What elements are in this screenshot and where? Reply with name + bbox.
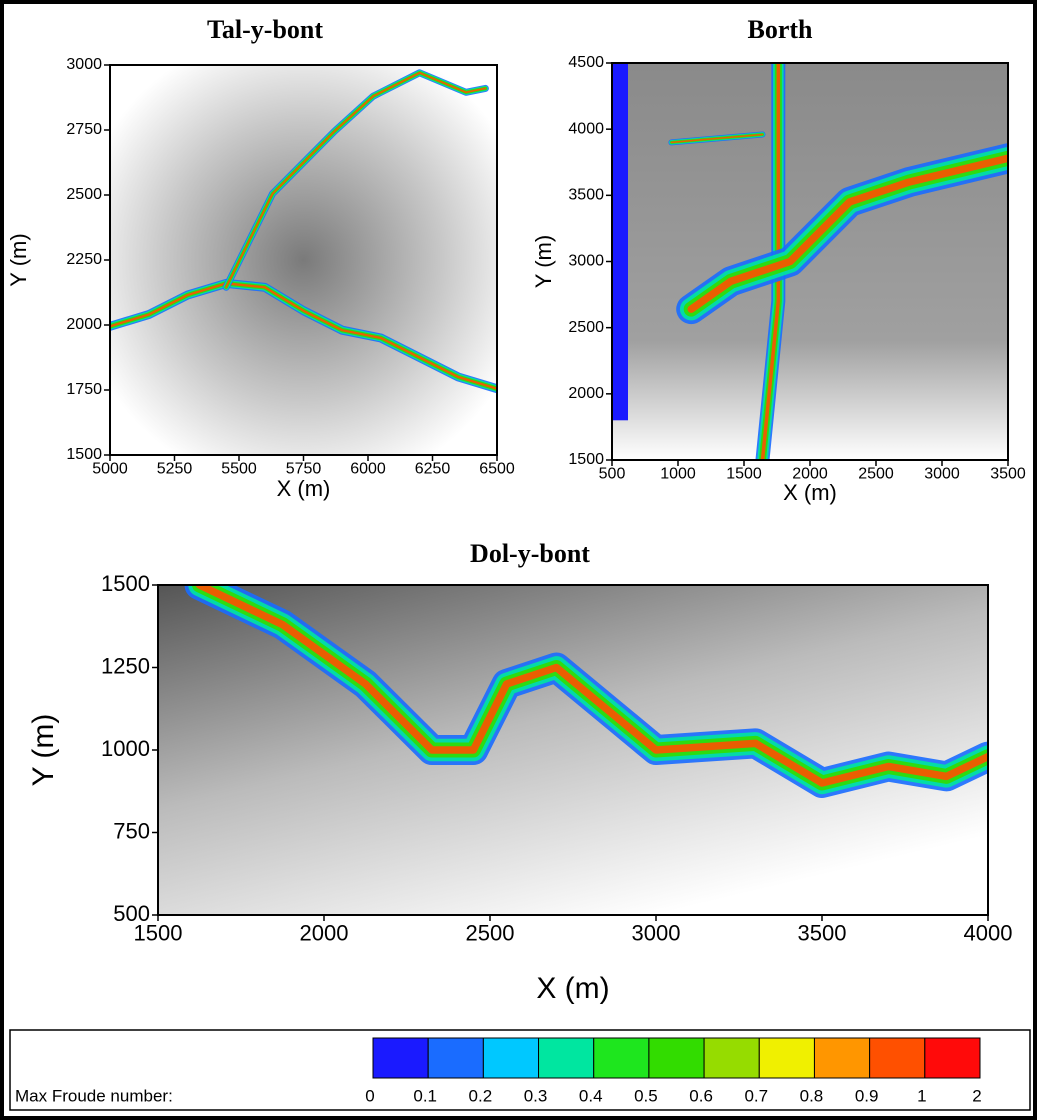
colorbar-tick-label: 1 — [917, 1086, 926, 1105]
y-tick-label: 3000 — [66, 56, 102, 73]
color-swatch — [813, 1037, 871, 1079]
colorbar-tick-label: 2 — [972, 1086, 981, 1105]
x-tick-label: 2500 — [466, 921, 515, 946]
y-tick-label: 3000 — [568, 253, 604, 270]
flow-band — [670, 133, 764, 144]
colorbar-tick-label: 0.5 — [634, 1086, 658, 1105]
colorbar-tick-label: 0.9 — [855, 1086, 879, 1105]
plot-area — [158, 585, 988, 915]
y-axis-label: Y (m) — [531, 235, 556, 288]
colorbar-tick-label: 0 — [365, 1086, 374, 1105]
x-tick-label: 500 — [599, 466, 626, 483]
flow-band — [110, 282, 497, 390]
x-tick-label: 6500 — [479, 461, 515, 478]
flow-band — [687, 154, 1008, 313]
plot-area — [612, 63, 1008, 460]
x-tick-label: 5750 — [286, 461, 322, 478]
colorbar-tick-label: 0.7 — [744, 1086, 768, 1105]
x-tick-label: 2500 — [858, 466, 894, 483]
x-tick-label: 3500 — [798, 921, 847, 946]
y-tick-label: 2500 — [66, 186, 102, 203]
x-axis-label: X (m) — [277, 476, 331, 501]
terrain — [110, 65, 497, 455]
y-tick-label: 1250 — [101, 653, 150, 678]
y-tick-label: 2000 — [66, 316, 102, 333]
color-swatch — [482, 1037, 540, 1079]
y-tick-label: 2250 — [66, 251, 102, 268]
colorbar-tick-label: 0.4 — [579, 1086, 603, 1105]
sea — [612, 63, 628, 421]
y-tick-label: 2000 — [568, 385, 604, 402]
color-swatch — [648, 1037, 705, 1079]
color-swatch — [924, 1037, 981, 1079]
colorbar-tick-label: 0.2 — [469, 1086, 493, 1105]
y-tick-label: 2500 — [568, 319, 604, 336]
colorbar-tick-label: 0.8 — [800, 1086, 824, 1105]
x-tick-label: 3000 — [632, 921, 681, 946]
y-tick-label: 2750 — [66, 121, 102, 138]
plot-area — [110, 65, 497, 455]
flow-band — [760, 63, 781, 460]
chart-title: Tal-y-bont — [207, 15, 323, 44]
x-tick-label: 4000 — [964, 921, 1013, 946]
y-tick-label: 1500 — [66, 446, 102, 463]
x-tick-label: 1500 — [726, 466, 762, 483]
x-tick-label: 3500 — [990, 466, 1026, 483]
color-swatch — [703, 1037, 760, 1079]
y-tick-label: 3500 — [568, 187, 604, 204]
x-tick-label: 5250 — [157, 461, 193, 478]
color-swatch — [427, 1037, 484, 1079]
x-tick-label: 2000 — [792, 466, 828, 483]
x-tick-label: 1000 — [660, 466, 696, 483]
y-tick-label: 1500 — [101, 571, 150, 596]
y-tick-label: 500 — [113, 901, 150, 926]
color-swatch — [538, 1037, 595, 1079]
y-tick-label: 1500 — [568, 451, 604, 468]
flow-band — [225, 71, 487, 289]
color-swatch — [372, 1037, 429, 1079]
x-tick-label: 6250 — [415, 461, 451, 478]
y-tick-label: 1000 — [101, 736, 150, 761]
x-tick-label: 6000 — [350, 461, 386, 478]
y-axis-label: Y (m) — [6, 233, 31, 286]
x-tick-label: 3000 — [924, 466, 960, 483]
color-swatch — [758, 1037, 815, 1079]
color-swatch — [869, 1037, 926, 1079]
colorbar-tick-label: 0.1 — [413, 1086, 437, 1105]
y-tick-label: 4000 — [568, 120, 604, 137]
x-tick-label: 5500 — [221, 461, 257, 478]
y-tick-label: 4500 — [568, 54, 604, 71]
flow-band — [195, 585, 988, 787]
y-tick-label: 1750 — [66, 381, 102, 398]
y-tick-label: 750 — [113, 818, 150, 843]
colorbar-tick-label: 0.3 — [524, 1086, 548, 1105]
x-tick-label: 2000 — [300, 921, 349, 946]
y-axis-label: Y (m) — [27, 714, 60, 787]
colorbar-tick-label: 0.6 — [689, 1086, 713, 1105]
chart-title: Dol-y-bont — [470, 539, 590, 568]
x-axis-label: X (m) — [536, 972, 609, 1005]
x-axis-label: X (m) — [783, 480, 837, 505]
x-tick-label: 5000 — [92, 461, 128, 478]
x-tick-label: 1500 — [134, 921, 183, 946]
chart-title: Borth — [748, 15, 814, 44]
colorbar-label: Max Froude number: — [15, 1086, 173, 1105]
color-swatch — [593, 1037, 650, 1079]
